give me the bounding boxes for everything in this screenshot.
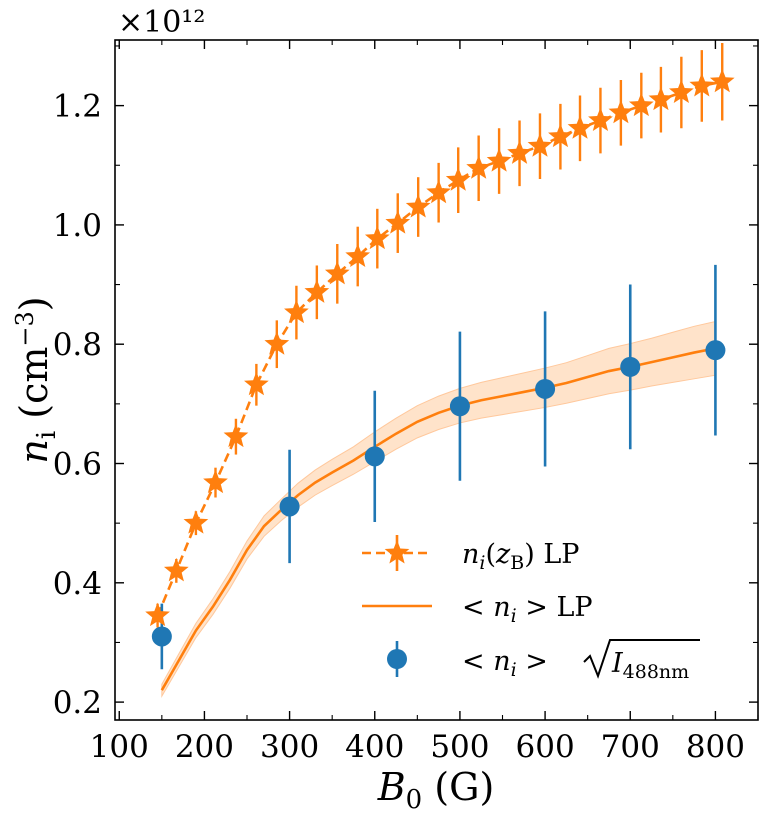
- star-point: [527, 133, 553, 157]
- star-point: [466, 155, 492, 179]
- circle-point: [279, 496, 300, 517]
- legend-entry-circle: < ni > I488nm: [387, 639, 700, 683]
- star-point: [264, 331, 290, 355]
- ni-lp-line: [160, 347, 716, 691]
- legend-label-ni-zb-lp: ni(zB) LP: [462, 539, 579, 574]
- legend-star-marker: [384, 540, 410, 564]
- star-point: [284, 299, 309, 324]
- star-point: [223, 423, 249, 448]
- star-point: [203, 469, 228, 494]
- legend-entry-star: ni(zB) LP: [362, 535, 579, 574]
- star-point: [183, 510, 209, 534]
- star-point: [324, 260, 350, 285]
- star-point: [145, 602, 170, 627]
- star-point: [709, 68, 735, 93]
- star-point: [405, 194, 431, 218]
- axis-ticks: [115, 40, 759, 720]
- star-point: [345, 243, 371, 268]
- star-point: [668, 79, 694, 104]
- y-tick-label: 1.2: [53, 89, 102, 125]
- y-axis-title: ni (cm−3): [11, 296, 62, 463]
- star-point: [163, 557, 189, 582]
- legend: ni(zB) LP < ni > LP < ni > I488nm: [362, 535, 700, 683]
- y-tick-label: 0.6: [53, 447, 102, 483]
- x-tick-label: 400: [345, 729, 404, 765]
- x-tick-label: 200: [175, 729, 234, 765]
- series-markers: [145, 68, 735, 647]
- circle-point: [151, 626, 172, 647]
- x-tick-label: 700: [601, 729, 660, 765]
- star-point: [244, 371, 269, 396]
- star-point: [689, 72, 715, 97]
- x-tick-label: 100: [90, 729, 149, 765]
- star-point: [648, 86, 674, 111]
- star-point: [628, 92, 654, 117]
- legend-label-ni-sqrt-i488: < ni >: [462, 646, 548, 681]
- star-point: [507, 140, 532, 164]
- circle-point: [449, 396, 470, 417]
- star-point: [548, 123, 573, 148]
- star-point: [364, 225, 390, 250]
- star-point: [486, 148, 512, 172]
- x-tick-label: 500: [430, 729, 489, 765]
- svg-text:I488nm: I488nm: [611, 648, 689, 683]
- x-tick-label: 600: [516, 729, 575, 765]
- star-point: [567, 115, 593, 139]
- axis-tick-labels: 100 200 300 400 500 600 700 800 0.2 0.4 0.6 0.8 1.0 1…: [53, 89, 745, 765]
- star-point: [385, 210, 411, 234]
- x-tick-label: 800: [686, 729, 745, 765]
- plot-frame: [114, 39, 759, 721]
- y-tick-label: 1.0: [53, 208, 102, 244]
- y-multiplier-label: ×10¹²: [118, 5, 205, 40]
- star-point: [426, 179, 451, 204]
- y-tick-label: 0.2: [53, 685, 102, 721]
- circle-point: [364, 446, 385, 467]
- star-point: [588, 107, 613, 132]
- legend-entry-line: < ni > LP: [362, 592, 593, 627]
- y-tick-label: 0.4: [53, 566, 102, 602]
- star-point: [304, 279, 330, 303]
- x-tick-label: 300: [260, 729, 319, 765]
- star-point: [608, 99, 634, 124]
- circle-point: [705, 340, 726, 361]
- y-tick-label: 0.8: [53, 327, 102, 363]
- x-axis-title: B0 (G): [377, 765, 495, 814]
- circle-point: [620, 356, 641, 377]
- legend-label-ni-lp: < ni > LP: [462, 592, 593, 627]
- star-point: [445, 167, 471, 191]
- circle-point: [535, 378, 556, 399]
